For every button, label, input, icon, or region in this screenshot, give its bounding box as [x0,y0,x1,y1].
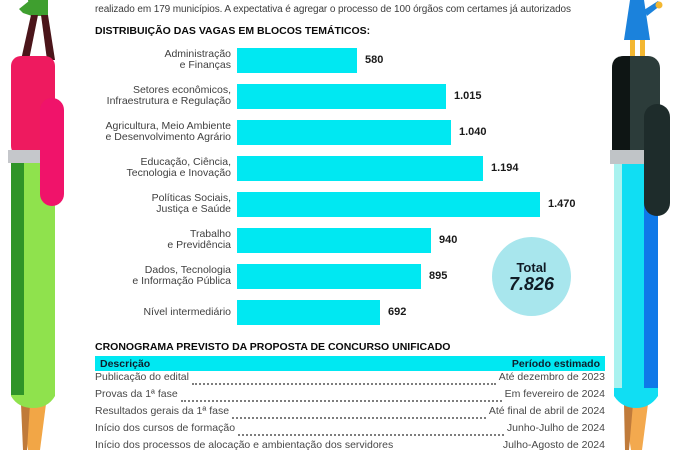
chart-row: Nível intermediário 692 [95,294,600,330]
bar-category-label: Administração e Finanças [164,48,231,71]
schedule-period: Em fevereiro de 2024 [504,388,605,400]
bar [237,47,357,73]
schedule-description: Publicação do edital [95,371,189,383]
bar-value-label: 580 [365,54,384,66]
chart-row: Setores econômicos, Infraestrutura e Regu… [95,78,600,114]
left-pencil-body [11,163,55,450]
bar-category-label: Agricultura, Meio Ambiente e Desenvolvime… [105,120,231,143]
left-figure [19,0,55,60]
left-pencil-illustration [8,0,64,450]
bar-category-label: Trabalho e Previdência [167,228,231,251]
schedule-period: Junho-Julho de 2024 [506,422,605,434]
bar [237,191,540,217]
chart-row: Trabalho e Previdência 940 [95,222,600,258]
bar-value-label: 1.470 [548,198,576,210]
bar-value-label: 1.194 [491,162,519,174]
bar-value-label: 940 [439,234,458,246]
intro-text: realizado em 179 municípios. A expectati… [95,4,571,15]
schedule-row: Início dos processos de alocação e ambie… [95,439,605,450]
schedule-row: Resultados gerais da 1ª fase Até final de… [95,405,605,422]
schedule-period: Até final de abril de 2024 [488,405,605,417]
chart-title: DISTRIBUIÇÃO DAS VAGAS EM BLOCOS TEMÁTIC… [95,25,371,37]
bar-value-label: 692 [388,306,407,318]
schedule-description: Resultados gerais da 1ª fase [95,405,230,417]
bar-category-label: Nível intermediário [143,305,231,318]
schedule-description: Início dos processos de alocação e ambie… [95,439,394,450]
schedule-row: Provas da 1ª fase Em fevereiro de 2024 [95,388,605,405]
table-header-period: Período estimado [511,357,600,370]
chart-row: Dados, Tecnologia e Informação Pública 895 [95,258,600,294]
bar [237,83,446,109]
bar-category-label: Políticas Sociais, Justiça e Saúde [151,192,231,215]
schedule-description: Provas da 1ª fase [95,388,178,400]
bar-value-label: 1.015 [454,90,482,102]
schedule-period: Até dezembro de 2023 [498,371,605,383]
dotted-leader [232,417,486,419]
bar-value-label: 895 [429,270,448,282]
dotted-leader [238,434,504,436]
bar [237,227,431,253]
bar-category-label: Educação, Ciência, Tecnologia e Inovação [126,156,232,179]
total-value: 7.826 [508,273,555,294]
schedule-table-title: CRONOGRAMA PREVISTO DA PROPOSTA DE CONCU… [95,341,451,353]
bar-chart: Administração e Finanças 580 Setores econôm… [95,42,600,330]
schedule-period: Julho-Agosto de 2024 [502,439,605,450]
right-pencil-illustration [610,0,670,450]
chart-row: Administração e Finanças 580 [95,42,600,78]
dotted-leader [191,383,496,385]
schedule-description: Início dos cursos de formação [95,422,236,434]
bar-category-label: Dados, Tecnologia e Informação Pública [132,264,231,287]
bar-value-label: 1.040 [459,126,487,138]
schedule-row: Início dos cursos de formação Junho-Julho… [95,422,605,439]
table-header-description: Descrição [100,357,151,370]
right-pencil-body [614,164,658,450]
bar [237,299,380,325]
bar [237,119,451,145]
total-circle: Total 7.826 [492,237,571,316]
chart-row: Educação, Ciência, Tecnologia e Inovação 1… [95,150,600,186]
right-figure [624,0,663,62]
chart-row: Políticas Sociais, Justiça e Saúde 1.470 [95,186,600,222]
chart-row: Agricultura, Meio Ambiente e Desenvolvime… [95,114,600,150]
dotted-leader [180,400,502,402]
schedule-table: Publicação do edital Até dezembro de 2023… [95,371,605,450]
left-pencil-clip [40,98,64,206]
right-pencil-clip [644,104,670,216]
bar-category-label: Setores econômicos, Infraestrutura e Regu… [106,84,231,107]
schedule-row: Publicação do edital Até dezembro de 2023 [95,371,605,388]
table-header: Descrição Período estimado [95,356,605,371]
right-pencil-band [610,150,654,164]
bar [237,155,483,181]
total-label: Total [516,259,547,275]
bar [237,263,421,289]
